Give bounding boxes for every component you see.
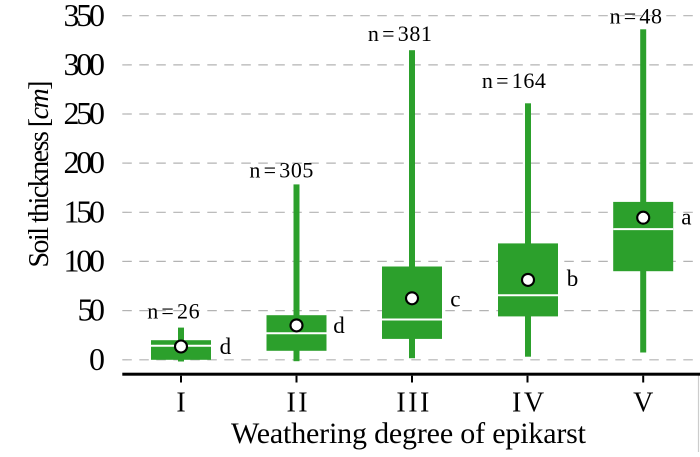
svg-text:d: d: [220, 334, 232, 359]
svg-text:n=381: n = 381: [368, 21, 433, 46]
svg-text:Soil thickness [cm]: Soil thickness [cm]: [24, 81, 55, 268]
svg-text:250: 250: [64, 95, 106, 131]
svg-text:150: 150: [64, 193, 106, 229]
svg-text:n=26: n = 26: [147, 299, 200, 324]
svg-text:III: III: [396, 387, 431, 418]
svg-text:I: I: [176, 387, 185, 418]
svg-text:IV: IV: [512, 387, 547, 418]
svg-text:n=48: n = 48: [610, 4, 663, 29]
svg-text:a: a: [681, 204, 691, 229]
svg-text:50: 50: [78, 292, 106, 328]
svg-text:Weathering degree of epikarst: Weathering degree of epikarst: [231, 417, 587, 450]
svg-text:200: 200: [64, 144, 106, 180]
svg-text:300: 300: [64, 46, 106, 82]
svg-text:c: c: [450, 287, 460, 312]
svg-text:V: V: [633, 387, 653, 418]
svg-text:n=164: n = 164: [482, 68, 547, 93]
svg-text:n=305: n = 305: [249, 158, 314, 183]
svg-text:II: II: [286, 387, 310, 418]
svg-text:d: d: [333, 313, 345, 338]
svg-text:0: 0: [89, 341, 105, 377]
svg-text:100: 100: [64, 243, 106, 279]
svg-text:b: b: [567, 266, 579, 291]
svg-text:350: 350: [64, 0, 106, 33]
